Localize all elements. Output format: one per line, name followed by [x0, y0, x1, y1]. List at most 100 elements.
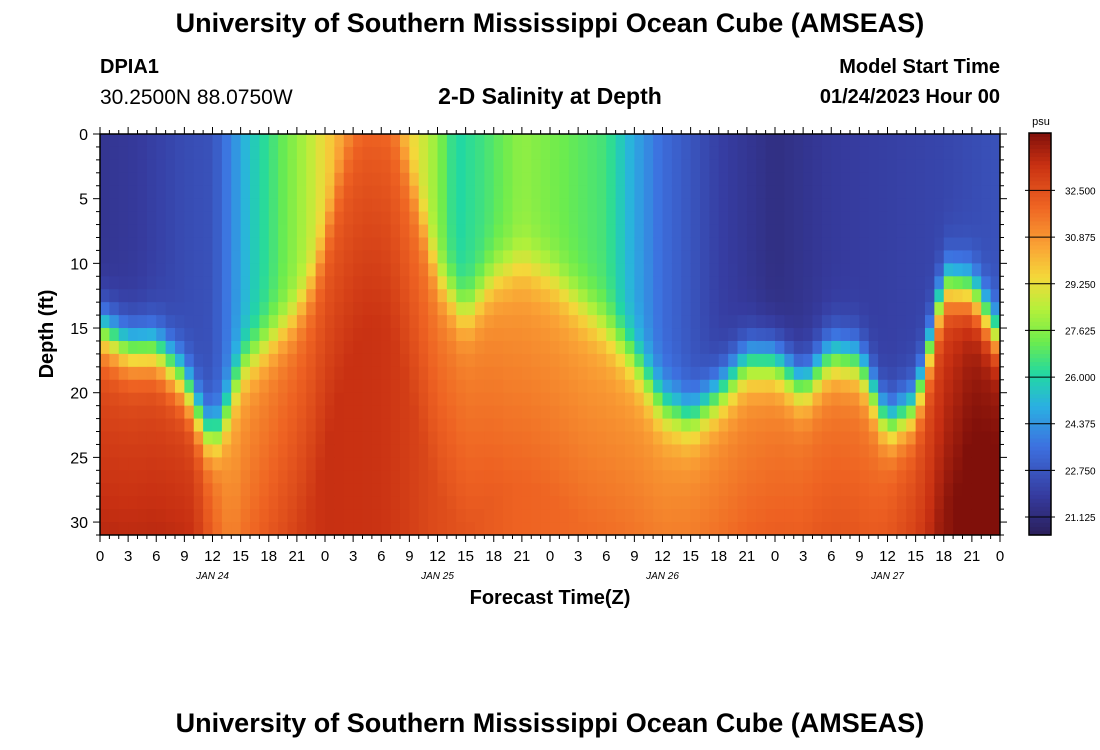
- heatmap-cell: [953, 146, 964, 161]
- colorbar-swatch: [1029, 321, 1051, 327]
- heatmap-cell: [643, 172, 654, 187]
- heatmap-cell: [859, 328, 870, 342]
- heatmap-cell: [193, 328, 204, 342]
- heatmap-cell: [878, 392, 889, 407]
- heatmap-cell: [634, 405, 645, 420]
- heatmap-cell: [596, 250, 607, 264]
- heatmap-cell: [859, 289, 870, 303]
- heatmap-cell: [203, 340, 214, 355]
- heatmap-cell: [493, 509, 504, 523]
- heatmap-cell: [512, 431, 523, 446]
- heatmap-cell: [531, 392, 542, 407]
- x-tick-label: 6: [827, 548, 835, 565]
- heatmap-cell: [953, 328, 964, 342]
- heatmap-cell: [334, 328, 345, 342]
- heatmap-cell: [615, 353, 626, 368]
- heatmap-cell: [250, 496, 260, 510]
- heatmap-cell: [315, 366, 326, 381]
- heatmap-cell: [475, 457, 485, 471]
- heatmap-cell: [634, 172, 645, 187]
- heatmap-cell: [456, 444, 467, 458]
- heatmap-cell: [681, 172, 692, 187]
- heatmap-cell: [831, 353, 842, 368]
- heatmap-cell: [315, 431, 326, 446]
- heatmap-cell: [681, 392, 692, 407]
- heatmap-cell: [371, 302, 382, 316]
- heatmap-cell: [512, 366, 523, 381]
- heatmap-cell: [559, 470, 570, 484]
- heatmap-cell: [653, 159, 664, 174]
- heatmap-cell: [587, 418, 598, 433]
- heatmap-cell: [100, 185, 110, 200]
- heatmap-cell: [475, 315, 485, 329]
- heatmap-cell: [278, 315, 289, 329]
- colorbar-swatch: [1029, 197, 1051, 202]
- heatmap-cell: [437, 134, 448, 148]
- heatmap-cell: [137, 483, 148, 497]
- heatmap-cell: [221, 483, 232, 497]
- heatmap-cell: [840, 379, 851, 394]
- heatmap-cell: [212, 315, 223, 329]
- heatmap-cell: [934, 302, 945, 316]
- heatmap-cell: [793, 250, 804, 264]
- heatmap-cell: [625, 328, 635, 342]
- heatmap-cell: [737, 470, 748, 484]
- heatmap-cell: [362, 250, 373, 264]
- heatmap-cell: [128, 353, 139, 368]
- heatmap-cell: [812, 431, 823, 446]
- heatmap-cell: [381, 172, 392, 187]
- heatmap-cell: [306, 328, 317, 342]
- heatmap-cell: [446, 250, 457, 264]
- heatmap-cell: [240, 418, 251, 433]
- heatmap-cell: [484, 315, 495, 329]
- heatmap-cell: [540, 276, 551, 290]
- colorbar-tick-label: 26.000: [1065, 373, 1096, 384]
- heatmap-cell: [887, 237, 898, 252]
- heatmap-cell: [578, 509, 589, 523]
- heatmap-cell: [746, 418, 757, 433]
- heatmap-cell: [100, 392, 110, 407]
- heatmap-cell: [437, 392, 448, 407]
- heatmap-cell: [606, 185, 617, 200]
- heatmap-cell: [334, 134, 345, 148]
- heatmap-cell: [746, 224, 757, 239]
- heatmap-cell: [784, 263, 795, 277]
- heatmap-cell: [325, 237, 335, 252]
- heatmap-cell: [315, 185, 326, 200]
- heatmap-cell: [878, 522, 889, 535]
- heatmap-cell: [156, 366, 167, 381]
- heatmap-cell: [559, 172, 570, 187]
- colorbar-tick-label: 22.750: [1065, 466, 1096, 477]
- heatmap-cell: [662, 276, 673, 290]
- heatmap-cell: [821, 237, 832, 252]
- heatmap-cell: [259, 224, 270, 239]
- heatmap-cell: [662, 315, 673, 329]
- heatmap-cell: [737, 379, 748, 394]
- heatmap-cell: [278, 302, 289, 316]
- heatmap-cell: [746, 159, 757, 174]
- heatmap-cell: [887, 315, 898, 329]
- heatmap-cell: [887, 353, 898, 368]
- heatmap-cell: [653, 276, 664, 290]
- heatmap-cell: [671, 185, 682, 200]
- heatmap-cell: [156, 224, 167, 239]
- heatmap-cell: [662, 250, 673, 264]
- heatmap-cell: [634, 263, 645, 277]
- heatmap-cell: [109, 444, 120, 458]
- colorbar-swatch: [1029, 382, 1051, 387]
- heatmap-cell: [409, 172, 420, 187]
- heatmap-cell: [700, 237, 710, 252]
- heatmap-cell: [484, 509, 495, 523]
- heatmap-cell: [953, 522, 964, 535]
- x-tick-label: 15: [457, 548, 474, 565]
- heatmap-cell: [278, 353, 289, 368]
- heatmap-cell: [446, 224, 457, 239]
- heatmap-cell: [446, 237, 457, 252]
- heatmap-cell: [278, 172, 289, 187]
- heatmap-cell: [728, 522, 739, 535]
- heatmap-cell: [465, 289, 476, 303]
- heatmap-cell: [184, 483, 195, 497]
- heatmap-cell: [784, 366, 795, 381]
- heatmap-cell: [737, 159, 748, 174]
- heatmap-cell: [906, 470, 917, 484]
